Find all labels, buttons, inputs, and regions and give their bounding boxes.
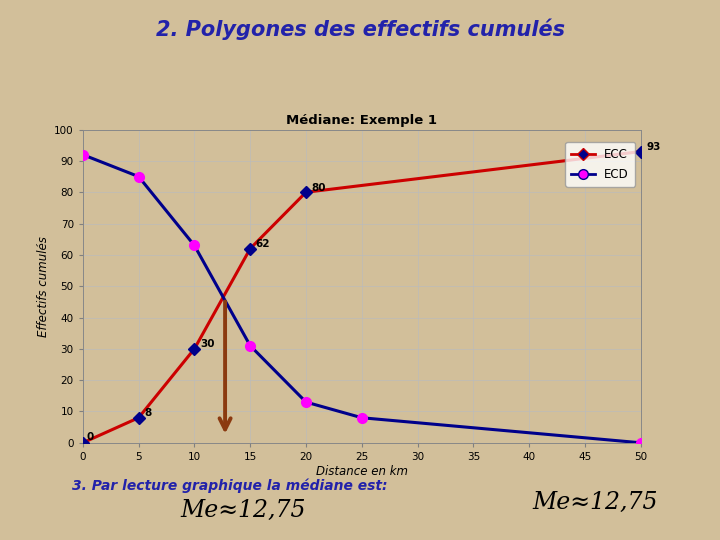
Title: Médiane: Exemple 1: Médiane: Exemple 1: [287, 114, 437, 127]
Text: 0: 0: [87, 432, 94, 442]
Text: 93: 93: [647, 142, 661, 152]
X-axis label: Distance en km: Distance en km: [316, 464, 408, 477]
Legend: ECC, ECD: ECC, ECD: [565, 142, 635, 187]
Text: 3. Par lecture graphique la médiane est:: 3. Par lecture graphique la médiane est:: [72, 479, 387, 493]
Text: Me≈12,75: Me≈12,75: [533, 491, 658, 514]
Y-axis label: Effectifs cumulés: Effectifs cumulés: [37, 236, 50, 336]
Text: 80: 80: [312, 183, 326, 193]
Text: 30: 30: [200, 340, 215, 349]
Text: 62: 62: [256, 239, 270, 249]
Text: Me≈12,75: Me≈12,75: [180, 499, 305, 522]
Text: 8: 8: [144, 408, 151, 418]
Text: 2. Polygones des effectifs cumulés: 2. Polygones des effectifs cumulés: [156, 19, 564, 40]
